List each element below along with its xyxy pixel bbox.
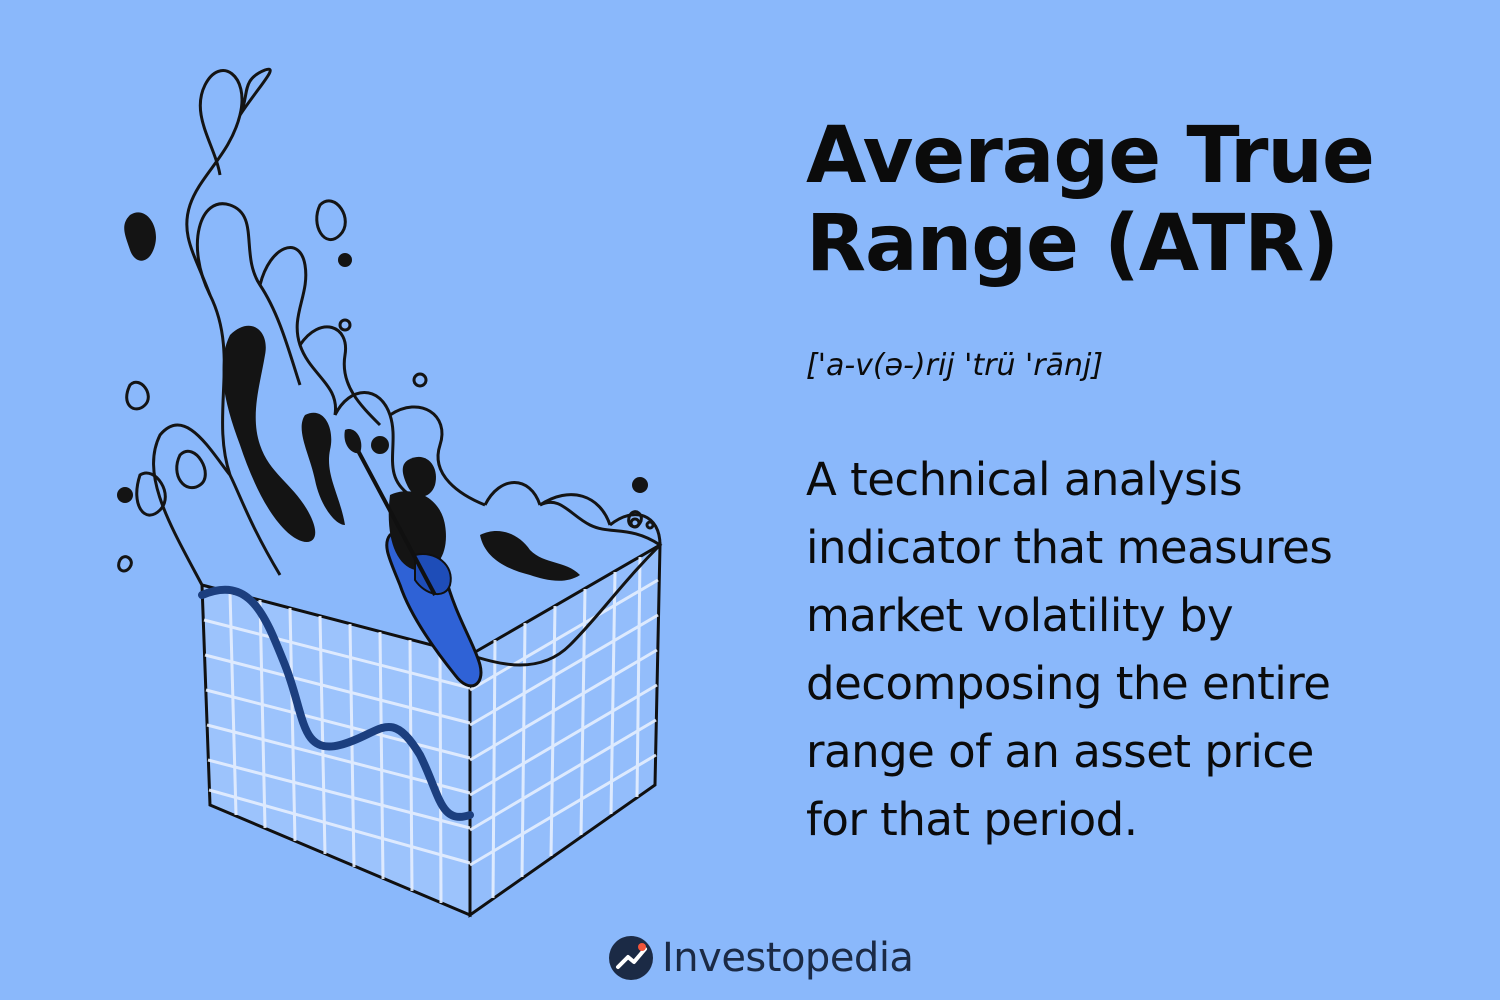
grid-box bbox=[198, 542, 662, 918]
water-splash bbox=[117, 67, 663, 667]
kayak-splash-box-illustration bbox=[117, 67, 663, 918]
definition-text-block: Average True Range (ATR) ['a-v(ə-)rij 't… bbox=[806, 112, 1446, 854]
definition-text: A technical analysis indicator that meas… bbox=[806, 446, 1446, 854]
definition-line: market volatility by bbox=[806, 589, 1234, 642]
pronunciation: ['a-v(ə-)rij 'trü 'rānj] bbox=[806, 348, 1104, 383]
dark-water-blobs bbox=[117, 212, 648, 581]
brand-name: Investopedia bbox=[662, 935, 914, 981]
brand-logo: Investopedia bbox=[608, 934, 914, 982]
investopedia-logo-icon bbox=[609, 936, 653, 980]
title-line-2: Range (ATR) bbox=[806, 199, 1339, 289]
kayaker-figure bbox=[344, 429, 483, 688]
title-line-1: Average True bbox=[806, 111, 1375, 201]
definition-line: A technical analysis bbox=[806, 453, 1243, 506]
definition-line: decomposing the entire bbox=[806, 657, 1331, 710]
definition-line: indicator that measures bbox=[806, 521, 1333, 574]
term-title: Average True Range (ATR) bbox=[806, 112, 1446, 288]
definition-line: for that period. bbox=[806, 793, 1138, 846]
definition-line: range of an asset price bbox=[806, 725, 1314, 778]
